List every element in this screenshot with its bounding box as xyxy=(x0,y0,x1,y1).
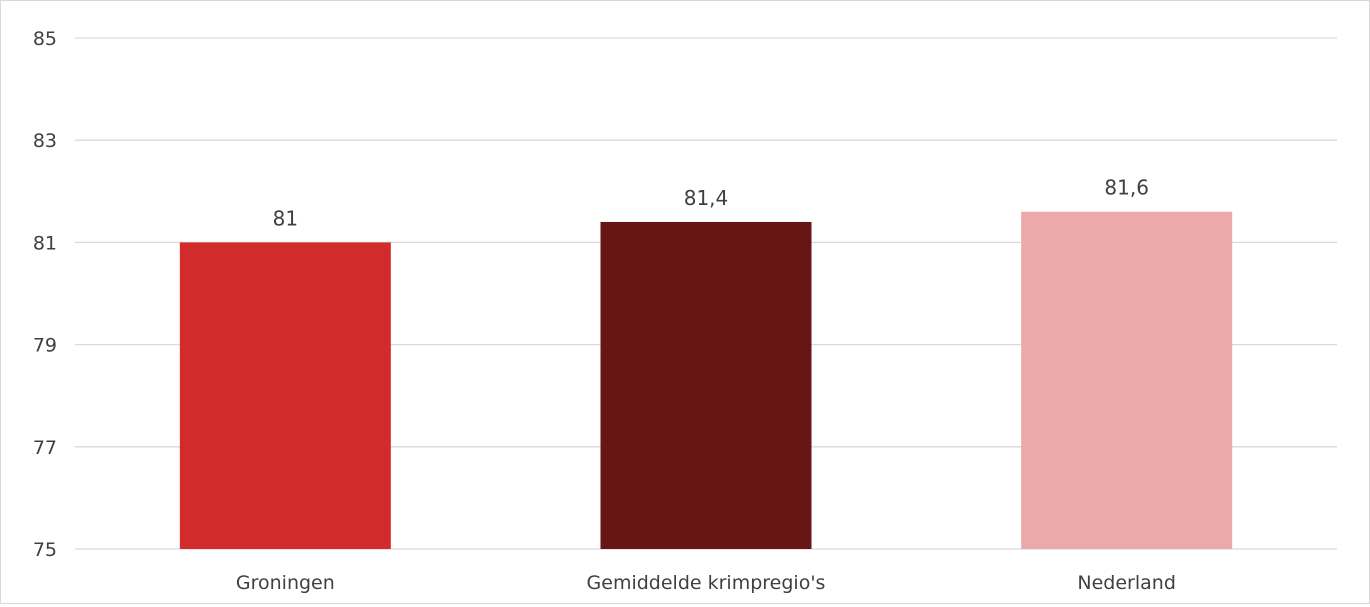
y-tick-label-75: 75 xyxy=(33,539,57,561)
category-label-3: Nederland xyxy=(1077,572,1176,594)
y-tick-label-79: 79 xyxy=(33,335,57,357)
bar-3 xyxy=(1021,211,1233,550)
category-label-2: Gemiddelde krimpregio's xyxy=(587,572,826,594)
bars xyxy=(179,211,1233,550)
y-tick-label-83: 83 xyxy=(33,130,57,152)
data-label-1: 81 xyxy=(273,206,298,230)
y-tick-label-85: 85 xyxy=(33,28,57,50)
data-labels: 81 81,4 81,6 xyxy=(273,176,1149,231)
y-tick-label-77: 77 xyxy=(33,437,57,459)
y-axis-tick-labels: 75 77 79 81 83 85 xyxy=(33,28,57,561)
bar-1 xyxy=(179,242,391,549)
bar-2 xyxy=(600,221,812,549)
data-label-2: 81,4 xyxy=(684,186,729,210)
data-label-3: 81,6 xyxy=(1104,176,1149,200)
y-tick-label-81: 81 xyxy=(33,232,57,254)
x-axis-category-labels: Groningen Gemiddelde krimpregio's Nederlan… xyxy=(236,572,1176,594)
category-label-1: Groningen xyxy=(236,572,335,594)
